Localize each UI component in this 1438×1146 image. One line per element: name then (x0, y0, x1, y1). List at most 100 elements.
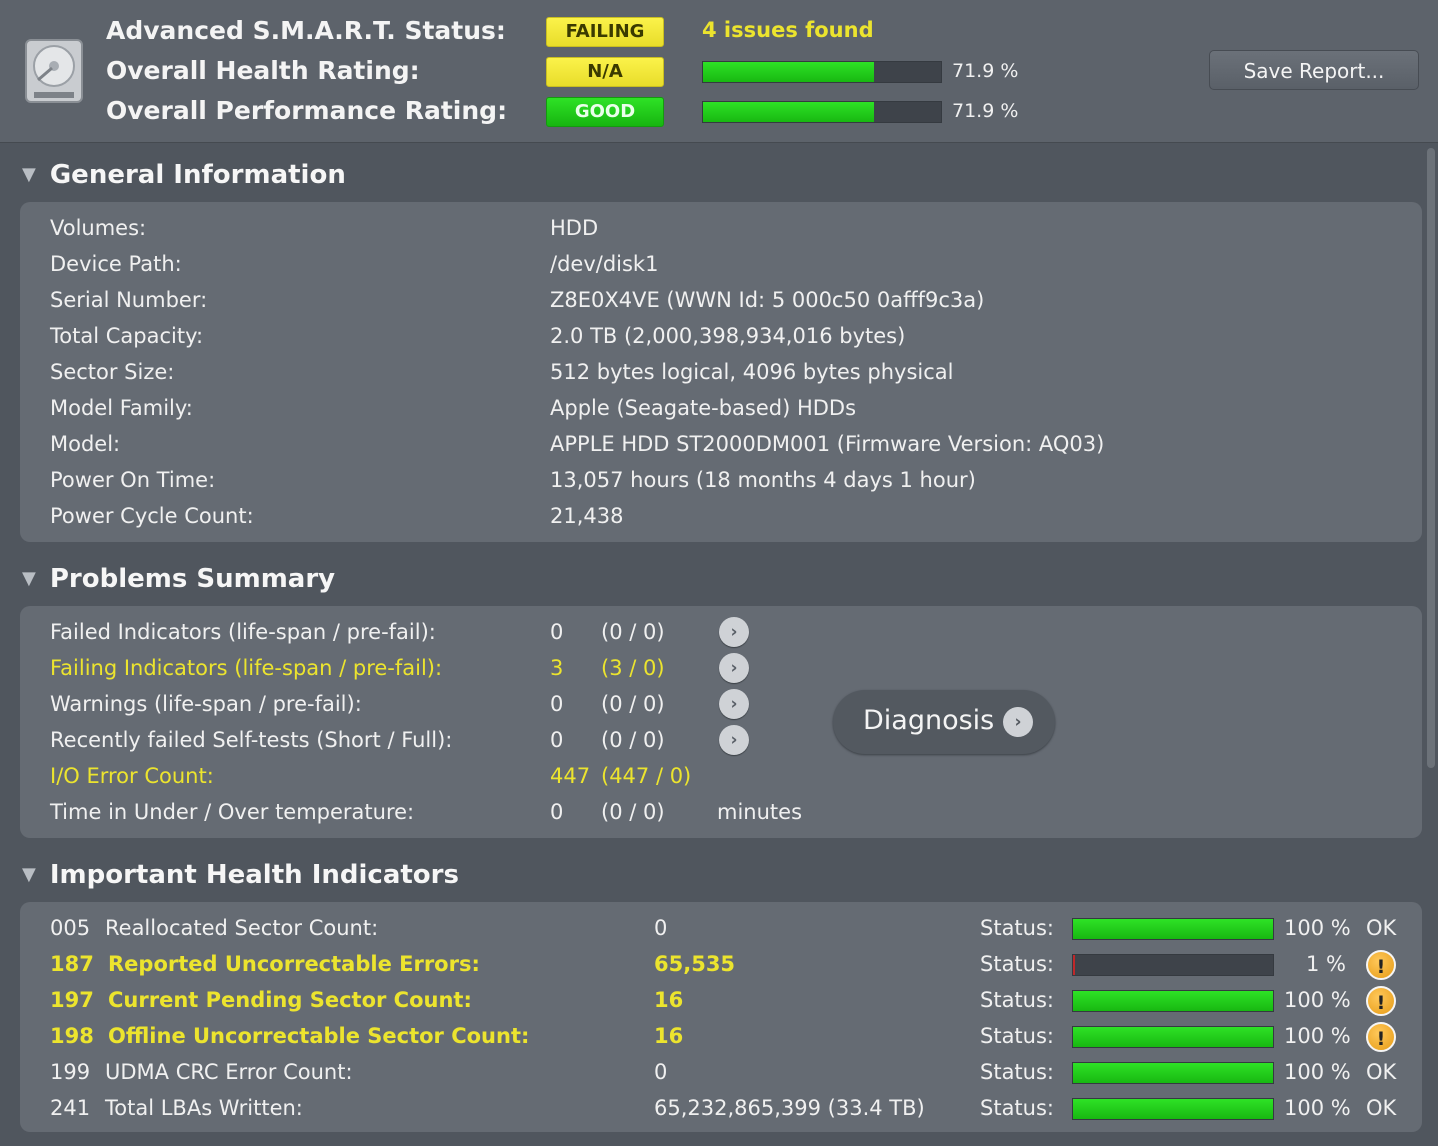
problems-summary-header[interactable]: ▼ Problems Summary (22, 564, 335, 594)
problem-label: Failing Indicators (life-span / pre-fail… (50, 656, 443, 680)
performance-progress-bar (702, 101, 942, 123)
general-info-panel: Volumes: HDD Device Path: /dev/disk1 Ser… (20, 202, 1422, 542)
attribute-health-fill (1073, 1099, 1273, 1119)
problem-count: 0 (550, 692, 564, 716)
attribute-name: Offline Uncorrectable Sector Count: (108, 1024, 530, 1048)
attribute-name: Total LBAs Written: (105, 1096, 303, 1120)
attribute-value: 0 (654, 916, 668, 940)
attribute-value: 16 (654, 1024, 684, 1048)
general-info-title: General Information (49, 160, 346, 190)
problem-detail: (3 / 0) (601, 656, 665, 680)
problem-detail: (447 / 0) (601, 764, 692, 788)
problem-count: 0 (550, 800, 564, 824)
status-label: Status: (980, 1024, 1054, 1048)
attribute-name: Reallocated Sector Count: (105, 916, 379, 940)
info-label: Device Path: (50, 252, 182, 276)
info-value: Apple (Seagate-based) HDDs (550, 396, 857, 420)
status-label: Status: (980, 952, 1054, 976)
attribute-name: UDMA CRC Error Count: (105, 1060, 353, 1084)
info-label: Power Cycle Count: (50, 504, 254, 528)
attribute-percent: 1 % (1306, 952, 1346, 976)
status-label: Status: (980, 1060, 1054, 1084)
attribute-health-fill (1073, 1027, 1273, 1047)
diagnosis-button[interactable]: Diagnosis › (833, 690, 1055, 754)
attribute-id: 199 (50, 1060, 91, 1084)
problem-unit: minutes (717, 800, 803, 824)
problem-count: 0 (550, 728, 564, 752)
status-header: Advanced S.M.A.R.T. Status: Overall Heal… (0, 0, 1438, 143)
status-ok-text: OK (1366, 916, 1397, 940)
status-ok-text: OK (1366, 1060, 1397, 1084)
problem-label: Warnings (life-span / pre-fail): (50, 692, 362, 716)
attribute-health-fill (1073, 955, 1075, 975)
general-info-header[interactable]: ▼ General Information (22, 160, 346, 190)
status-label: Status: (980, 1096, 1054, 1120)
scrollbar[interactable] (1427, 148, 1435, 768)
info-label: Sector Size: (50, 360, 175, 384)
self-tests-arrow-button[interactable]: › (719, 725, 749, 755)
problem-detail: (0 / 0) (601, 692, 665, 716)
attribute-health-fill (1073, 991, 1273, 1011)
performance-status-badge: GOOD (546, 97, 664, 127)
info-value: APPLE HDD ST2000DM001 (Firmware Version:… (550, 432, 1105, 456)
info-label: Model Family: (50, 396, 193, 420)
problem-detail: (0 / 0) (601, 620, 665, 644)
attribute-id: 241 (50, 1096, 91, 1120)
health-rating-label: Overall Health Rating: (106, 56, 420, 85)
disclosure-triangle-icon[interactable]: ▼ (22, 568, 36, 589)
attribute-name: Reported Uncorrectable Errors: (108, 952, 480, 976)
health-status-badge: N/A (546, 57, 664, 87)
health-percent: 71.9 % (952, 60, 1019, 82)
disclosure-triangle-icon[interactable]: ▼ (22, 164, 36, 185)
attribute-percent: 100 % (1284, 1060, 1351, 1084)
attribute-health-bar (1072, 954, 1274, 976)
warning-icon[interactable]: ! (1366, 1022, 1396, 1052)
problem-count: 447 (550, 764, 591, 788)
status-label: Status: (980, 988, 1054, 1012)
info-value: 21,438 (550, 504, 624, 528)
info-value: /dev/disk1 (550, 252, 659, 276)
hard-drive-icon (25, 39, 83, 103)
attribute-percent: 100 % (1284, 1024, 1351, 1048)
info-label: Model: (50, 432, 121, 456)
failed-indicators-arrow-button[interactable]: › (719, 617, 749, 647)
problem-detail: (0 / 0) (601, 800, 665, 824)
info-label: Volumes: (50, 216, 147, 240)
attribute-health-bar (1072, 1026, 1274, 1048)
smart-status-label: Advanced S.M.A.R.T. Status: (106, 16, 506, 45)
issues-found-text: 4 issues found (702, 18, 874, 42)
failing-indicators-arrow-button[interactable]: › (719, 653, 749, 683)
status-ok-text: OK (1366, 1096, 1397, 1120)
performance-percent: 71.9 % (952, 100, 1019, 122)
problem-label: Recently failed Self-tests (Short / Full… (50, 728, 453, 752)
attribute-percent: 100 % (1284, 988, 1351, 1012)
attribute-health-bar (1072, 1062, 1274, 1084)
problem-detail: (0 / 0) (601, 728, 665, 752)
attribute-health-bar (1072, 1098, 1274, 1120)
health-indicators-panel (20, 902, 1422, 1132)
status-label: Status: (980, 916, 1054, 940)
attribute-percent: 100 % (1284, 916, 1351, 940)
warning-icon[interactable]: ! (1366, 950, 1396, 980)
save-report-button[interactable]: Save Report... (1209, 50, 1419, 90)
problem-label: I/O Error Count: (50, 764, 214, 788)
health-progress-fill (703, 62, 875, 82)
warnings-arrow-button[interactable]: › (719, 689, 749, 719)
attribute-id: 198 (50, 1024, 94, 1048)
problem-label: Failed Indicators (life-span / pre-fail)… (50, 620, 436, 644)
info-label: Power On Time: (50, 468, 216, 492)
info-label: Serial Number: (50, 288, 208, 312)
problem-count: 3 (550, 656, 564, 680)
attribute-health-bar (1072, 990, 1274, 1012)
disclosure-triangle-icon[interactable]: ▼ (22, 864, 36, 885)
attribute-percent: 100 % (1284, 1096, 1351, 1120)
health-indicators-header[interactable]: ▼ Important Health Indicators (22, 860, 459, 890)
warning-icon[interactable]: ! (1366, 986, 1396, 1016)
performance-progress-fill (703, 102, 875, 122)
attribute-health-fill (1073, 919, 1273, 939)
problems-summary-panel (20, 606, 1422, 838)
smart-status-badge: FAILING (546, 17, 664, 47)
attribute-value: 0 (654, 1060, 668, 1084)
info-value: HDD (550, 216, 599, 240)
problem-count: 0 (550, 620, 564, 644)
